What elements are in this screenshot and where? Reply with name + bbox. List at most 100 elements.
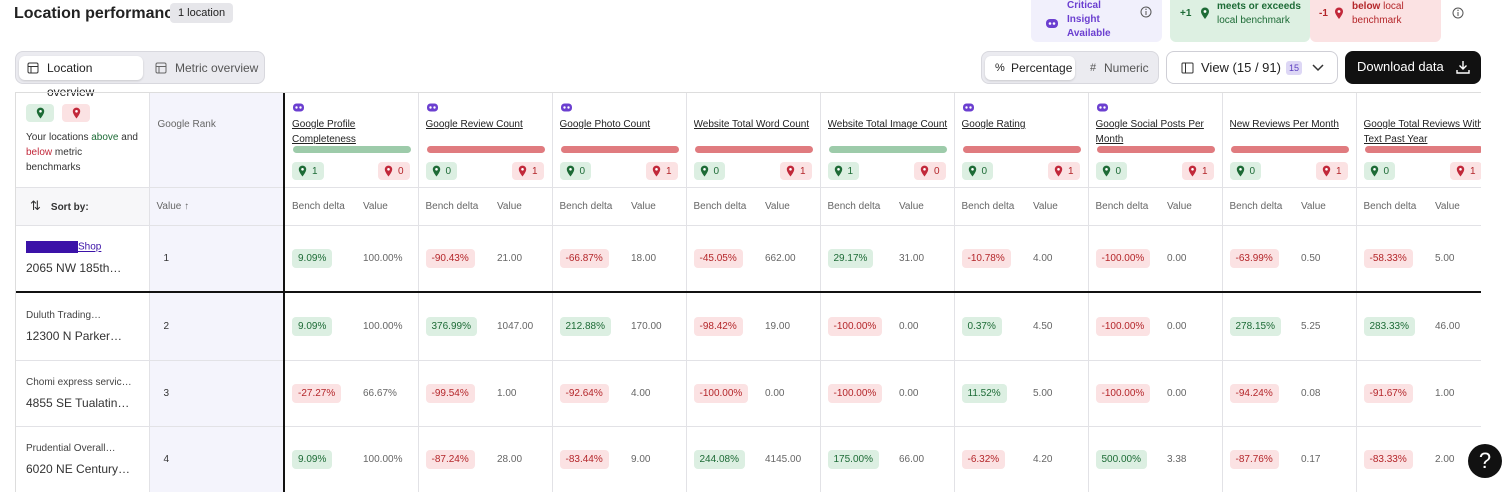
metric-name: Google Social Posts Per Month	[1095, 119, 1204, 145]
download-label: Download data	[1357, 59, 1444, 74]
location-name[interactable]: Shop	[78, 241, 102, 253]
below-count: 1	[1067, 165, 1074, 177]
bench-delta-cell: 11.52%	[954, 360, 1031, 427]
pin-icon	[298, 165, 307, 177]
bench-delta-cell: 212.88%	[552, 292, 629, 361]
rank-value: 3	[149, 360, 285, 427]
metric-bar	[1096, 146, 1215, 153]
bench-delta-header[interactable]: Bench delta	[1088, 187, 1165, 226]
pin-icon	[1236, 165, 1244, 177]
value-cell: 0.50	[1299, 225, 1357, 293]
value-header[interactable]: Value	[1031, 187, 1089, 226]
tab-location-overview[interactable]: Location overview	[19, 56, 143, 99]
below-count-pill: 0	[377, 162, 410, 180]
bench-delta-cell: -100.00%	[820, 292, 897, 361]
metric-header[interactable]: Website Total Word Count 0 1	[686, 93, 821, 188]
below-count-pill: 1	[511, 162, 544, 180]
view-button[interactable]: View (15 / 91) 15	[1166, 51, 1338, 84]
bench-delta: 9.09%	[292, 449, 333, 469]
value-cell: 662.00	[763, 225, 821, 293]
value-cell: 0.00	[897, 360, 955, 427]
bench-delta-header[interactable]: Bench delta	[686, 187, 763, 226]
location-row: Chomi express servic… 4855 SE Tualatin… 3-…	[16, 360, 1481, 427]
bench-delta-cell: 175.00%	[820, 426, 897, 492]
metric-bar	[560, 146, 679, 153]
pin-icon	[1188, 165, 1197, 177]
metric-header[interactable]: Google Rating 0 1	[954, 93, 1089, 188]
value-cell: 0.00	[1165, 292, 1223, 361]
location-cell: Shop 2065 NW 185th…	[16, 225, 150, 293]
metric-header[interactable]: New Reviews Per Month 0 1	[1222, 93, 1357, 188]
bench-delta-header[interactable]: Bench delta	[283, 187, 361, 226]
below-count: 1	[1335, 165, 1342, 177]
bench-delta-header[interactable]: Bench delta	[820, 187, 897, 226]
value-header[interactable]: Value	[629, 187, 687, 226]
value-header[interactable]: Value	[1165, 187, 1223, 226]
metric-header[interactable]: Website Total Image Count 1 0	[820, 93, 955, 188]
above-count: 1	[847, 165, 854, 177]
bench-delta: -98.42%	[693, 316, 743, 336]
bench-delta-header[interactable]: Bench delta	[1356, 187, 1433, 226]
metric-header[interactable]: Google Photo Count 0 1	[552, 93, 687, 188]
value-header[interactable]: Value	[763, 187, 821, 226]
value-header[interactable]: Value	[897, 187, 955, 226]
bench-delta: 212.88%	[559, 316, 611, 336]
pin-icon	[566, 165, 574, 177]
below-count: 1	[531, 165, 538, 177]
bench-delta-cell: -100.00%	[1088, 360, 1165, 427]
bench-delta-cell: 9.09%	[283, 426, 361, 492]
bench-delta-cell: -27.27%	[283, 360, 361, 427]
metric-header[interactable]: Google Total Reviews With Text Past Year…	[1356, 93, 1481, 188]
header-row: Your locations above and below metric be…	[16, 93, 1481, 188]
bench-delta: -100.00%	[1095, 248, 1151, 268]
value-header[interactable]: Value	[1299, 187, 1357, 226]
below-count-pill: 0	[913, 162, 946, 180]
location-name: Duluth Trading…	[26, 309, 102, 321]
bench-delta: -100.00%	[1095, 383, 1151, 403]
above-count: 0	[579, 165, 586, 177]
pin-box	[26, 104, 54, 123]
rank-value: 2	[149, 292, 285, 361]
download-button[interactable]: Download data	[1345, 51, 1481, 84]
value-header[interactable]: Value	[361, 187, 419, 226]
bench-delta-header[interactable]: Bench delta	[552, 187, 629, 226]
bench-delta-cell: -100.00%	[1088, 225, 1165, 293]
bench-delta-header[interactable]: Bench delta	[954, 187, 1031, 226]
bench-delta-cell: -83.33%	[1356, 426, 1433, 492]
mode-label: Numeric	[1104, 61, 1149, 75]
metric-header[interactable]: Google Review Count 0 1	[418, 93, 553, 188]
bench-delta: -99.54%	[425, 383, 475, 403]
tab-metric-overview[interactable]: Metric overview	[147, 56, 262, 80]
value-sort[interactable]: Value ↑	[149, 187, 285, 226]
bench-delta-cell: -99.54%	[418, 360, 495, 427]
value-cell: 1047.00	[495, 292, 553, 361]
below-count-pill: 1	[1315, 162, 1348, 180]
location-address: 12300 N Parker…	[26, 328, 123, 343]
info-icon[interactable]	[1140, 6, 1152, 18]
below-count-pill: 1	[1181, 162, 1214, 180]
value-header[interactable]: Value	[495, 187, 553, 226]
above-count-pill: 0	[1363, 162, 1396, 180]
bench-delta-header[interactable]: Bench delta	[418, 187, 495, 226]
mode-numeric[interactable]: # Numeric	[1090, 61, 1149, 75]
metric-name: Website Total Image Count	[827, 119, 948, 130]
rank-header: Google Rank	[149, 93, 285, 188]
metric-bar	[1364, 146, 1481, 153]
bench-delta-header[interactable]: Bench delta	[1222, 187, 1299, 226]
value-header[interactable]: Value	[1433, 187, 1481, 226]
mode-percentage[interactable]: % Percentage	[985, 56, 1075, 80]
pin-icon	[1201, 7, 1209, 19]
above-count: +1	[1180, 8, 1192, 19]
help-button[interactable]: ?	[1468, 444, 1502, 478]
metric-name: Google Review Count	[425, 119, 523, 130]
above-count: 0	[713, 165, 720, 177]
above-word: above	[91, 132, 119, 144]
bench-delta-cell: 278.15%	[1222, 292, 1299, 361]
metric-header[interactable]: Google Social Posts Per Month 0 1	[1088, 93, 1223, 188]
info-icon[interactable]	[1452, 7, 1464, 19]
sort-header[interactable]: ⇅ Sort by:	[16, 187, 150, 226]
bench-delta-cell: 244.08%	[686, 426, 763, 492]
location-row: Prudential Overall… 6020 NE Century… 4 9.09…	[16, 426, 1481, 492]
metric-header[interactable]: Google Profile Completeness 1 0	[283, 93, 419, 188]
pin-icon	[834, 165, 842, 177]
